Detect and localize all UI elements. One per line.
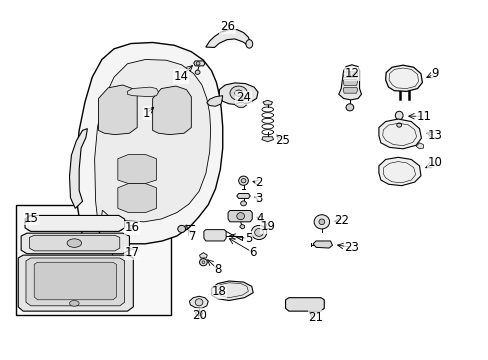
Polygon shape <box>343 80 357 85</box>
Text: 15: 15 <box>23 212 38 225</box>
Text: 18: 18 <box>211 285 226 298</box>
Ellipse shape <box>396 123 401 127</box>
Polygon shape <box>95 59 210 235</box>
Ellipse shape <box>202 261 204 264</box>
Polygon shape <box>203 230 225 241</box>
Polygon shape <box>343 72 357 77</box>
Text: 5: 5 <box>244 232 251 245</box>
Polygon shape <box>193 61 204 66</box>
Ellipse shape <box>234 90 242 96</box>
Text: 20: 20 <box>192 309 207 322</box>
Polygon shape <box>118 184 156 213</box>
Text: 4: 4 <box>256 212 263 225</box>
Text: 8: 8 <box>214 263 221 276</box>
Polygon shape <box>343 87 357 93</box>
Text: 11: 11 <box>416 110 431 123</box>
Text: 14: 14 <box>173 70 188 83</box>
Polygon shape <box>206 96 223 106</box>
Ellipse shape <box>238 176 248 185</box>
Polygon shape <box>69 129 87 208</box>
Polygon shape <box>312 241 332 248</box>
Text: 6: 6 <box>249 246 256 259</box>
Text: 13: 13 <box>427 129 442 142</box>
Ellipse shape <box>195 70 200 75</box>
Polygon shape <box>34 262 116 300</box>
Text: 2: 2 <box>255 176 262 189</box>
Polygon shape <box>263 100 272 105</box>
Ellipse shape <box>240 201 246 206</box>
Polygon shape <box>152 86 191 135</box>
Polygon shape <box>98 85 137 135</box>
Polygon shape <box>29 235 120 251</box>
Polygon shape <box>378 157 420 186</box>
Ellipse shape <box>254 229 263 237</box>
Polygon shape <box>227 211 252 222</box>
Polygon shape <box>415 143 423 149</box>
Polygon shape <box>385 65 422 91</box>
Polygon shape <box>199 253 207 258</box>
Bar <box>16 205 171 315</box>
Ellipse shape <box>394 111 402 120</box>
Ellipse shape <box>251 225 266 239</box>
Polygon shape <box>118 154 156 184</box>
Ellipse shape <box>69 301 79 306</box>
Text: 21: 21 <box>308 311 323 324</box>
Text: 16: 16 <box>124 221 140 234</box>
Ellipse shape <box>229 86 247 100</box>
Ellipse shape <box>241 179 245 183</box>
Ellipse shape <box>199 259 207 266</box>
Text: 24: 24 <box>236 91 250 104</box>
Polygon shape <box>262 137 273 142</box>
Polygon shape <box>18 255 133 311</box>
Ellipse shape <box>67 239 81 247</box>
Polygon shape <box>219 83 258 105</box>
Polygon shape <box>239 224 244 229</box>
Text: 26: 26 <box>220 21 235 33</box>
Polygon shape <box>285 298 324 311</box>
Polygon shape <box>205 30 250 48</box>
Polygon shape <box>25 215 124 231</box>
Ellipse shape <box>318 219 324 225</box>
Text: 12: 12 <box>344 67 359 80</box>
Polygon shape <box>236 193 250 198</box>
Polygon shape <box>234 103 246 107</box>
Polygon shape <box>75 42 223 244</box>
Ellipse shape <box>236 213 244 220</box>
Ellipse shape <box>346 104 353 111</box>
Text: 3: 3 <box>255 192 262 205</box>
Text: 17: 17 <box>124 246 140 259</box>
Text: 9: 9 <box>431 67 438 80</box>
Polygon shape <box>21 233 129 254</box>
Text: 22: 22 <box>333 214 348 227</box>
Text: 1: 1 <box>143 107 150 120</box>
Polygon shape <box>189 296 208 308</box>
Polygon shape <box>26 258 124 306</box>
Text: 25: 25 <box>274 134 289 147</box>
Polygon shape <box>338 65 361 100</box>
Text: 10: 10 <box>427 157 442 170</box>
Polygon shape <box>211 281 253 301</box>
Ellipse shape <box>196 62 200 65</box>
Polygon shape <box>378 119 421 149</box>
Text: 23: 23 <box>344 241 359 254</box>
Ellipse shape <box>313 215 329 229</box>
Text: 19: 19 <box>260 220 275 233</box>
Ellipse shape <box>178 225 185 233</box>
Polygon shape <box>127 87 158 97</box>
Ellipse shape <box>195 299 203 306</box>
Ellipse shape <box>245 40 252 48</box>
Text: 7: 7 <box>188 230 196 243</box>
